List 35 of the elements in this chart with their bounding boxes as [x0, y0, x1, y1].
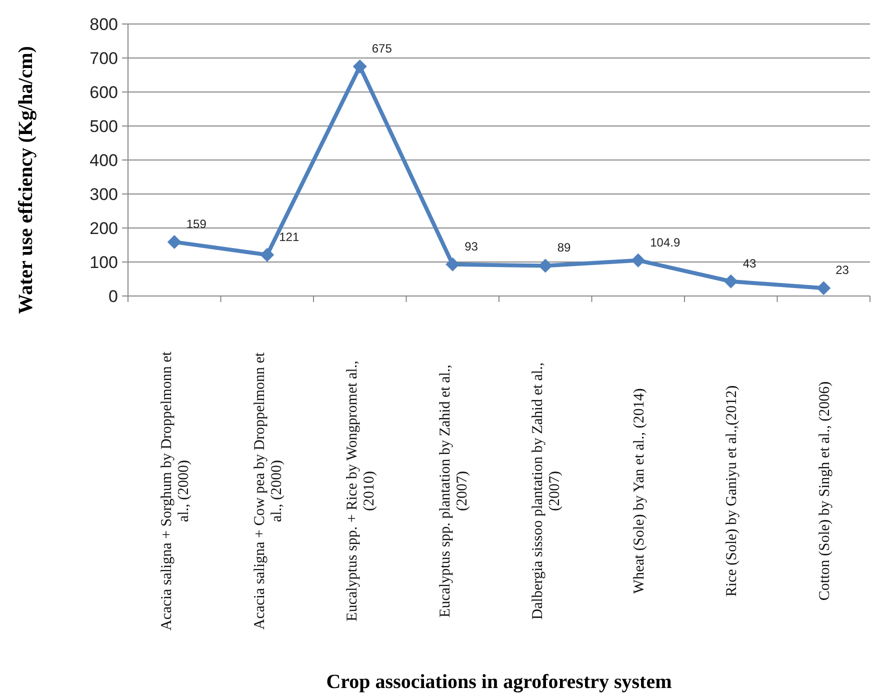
- y-axis-title: Water use effciency (Kg/ha/cm): [15, 46, 37, 314]
- point: [167, 234, 182, 249]
- data-label: 23: [836, 263, 850, 278]
- y-tick-label: 400: [90, 150, 118, 170]
- point: [724, 274, 738, 288]
- y-tick-label: 800: [90, 14, 118, 34]
- x-tick-label: Rice (Sole) by Ganiyu et al.,(2012): [724, 385, 740, 597]
- y-tick-label: 500: [90, 116, 118, 136]
- y-tick-label: 200: [90, 218, 118, 238]
- point: [446, 257, 460, 272]
- data-label: 43: [742, 256, 757, 270]
- point: [260, 248, 274, 262]
- x-tick-label: Cotton (Sole) by Singh et al., (2006): [816, 381, 833, 601]
- x-tick-label: Wheat (Sole) by Yan et al., (2014): [631, 388, 648, 594]
- y-tick-label: 100: [90, 252, 118, 272]
- y-tick-label: 0: [108, 286, 118, 306]
- y-tick-label: 300: [90, 184, 118, 204]
- x-tick-label: Dalbergia sissoo plantation by Zahid et al., (2007): [530, 362, 564, 620]
- data-label: 93: [464, 239, 478, 254]
- point: [816, 281, 831, 296]
- x-tick-label: Eucalyptus spp. + Rice by Wongpromet al., (2010): [344, 360, 378, 622]
- data-label: 89: [557, 240, 572, 255]
- x-axis-title: Crop associations in agroforestry system: [326, 671, 672, 693]
- point: [352, 60, 367, 74]
- point: [538, 258, 552, 273]
- y-tick-label: 700: [90, 48, 118, 68]
- y-tick-label: 600: [90, 82, 118, 102]
- x-tick-label: Acacia saligna + Cow pea by Droppelmonn et al., (2000): [252, 352, 285, 630]
- x-tick-label: Acacia saligna + Sorghum by Droppelmonn et al., (2000): [159, 350, 192, 630]
- data-label: 121: [279, 230, 300, 244]
- x-tick-label: Eucalyptus spp. plantation by Zahid et al., (2007): [437, 364, 470, 618]
- data-label: 675: [372, 42, 392, 56]
- point: [631, 253, 646, 268]
- data-label: 104.9: [650, 235, 680, 250]
- data-label: 159: [186, 216, 207, 231]
